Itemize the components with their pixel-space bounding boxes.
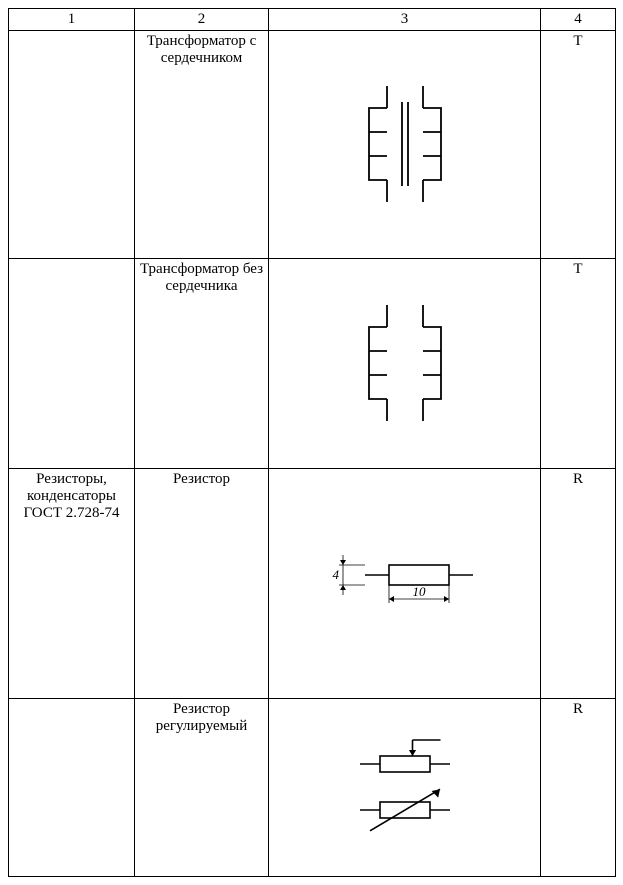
designator-cell: T	[541, 259, 616, 469]
table-row: Трансформатор с сердечником T	[9, 31, 616, 259]
category-cell	[9, 699, 135, 877]
designator-cell: T	[541, 31, 616, 259]
header-col1: 1	[9, 9, 135, 31]
header-col2: 2	[135, 9, 269, 31]
category-cell	[9, 259, 135, 469]
name-cell: Резистор регулируемый	[135, 699, 269, 877]
category-cell	[9, 31, 135, 259]
name-cell: Резистор	[135, 469, 269, 699]
symbol-cell	[269, 259, 541, 469]
name-cell: Трансформатор без сердечника	[135, 259, 269, 469]
svg-text:10: 10	[412, 584, 426, 599]
symbol-cell	[269, 31, 541, 259]
table-row: Трансформатор без сердечника T	[9, 259, 616, 469]
name-cell: Трансформатор с сердечником	[135, 31, 269, 259]
category-cell: Резисторы,конденсаторыГОСТ 2.728-74	[9, 469, 135, 699]
symbol-cell: 10 4	[269, 469, 541, 699]
table-row: Резистор регулируемый R	[9, 699, 616, 877]
symbols-table: 1 2 3 4 Трансформатор с сердечником TТра…	[8, 8, 616, 877]
table-row: Резисторы,конденсаторыГОСТ 2.728-74Резис…	[9, 469, 616, 699]
designator-cell: R	[541, 469, 616, 699]
header-row: 1 2 3 4	[9, 9, 616, 31]
header-col3: 3	[269, 9, 541, 31]
symbol-cell	[269, 699, 541, 877]
header-col4: 4	[541, 9, 616, 31]
svg-text:4: 4	[332, 567, 339, 582]
designator-cell: R	[541, 699, 616, 877]
